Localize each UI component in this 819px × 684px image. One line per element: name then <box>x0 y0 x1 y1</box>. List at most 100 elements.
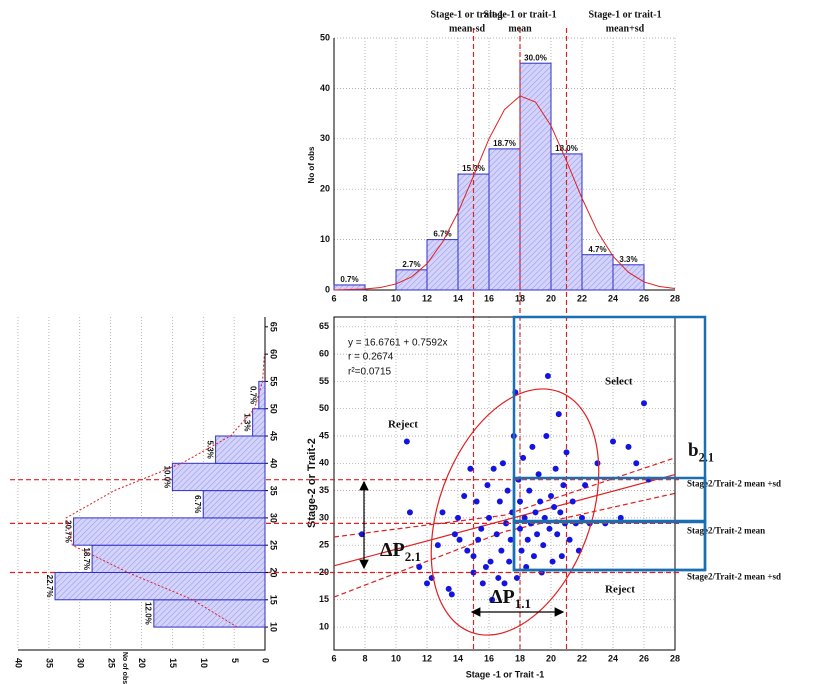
point <box>557 509 563 515</box>
x-tick-label: 20 <box>546 653 556 663</box>
bar <box>489 149 520 290</box>
point <box>478 526 484 532</box>
y-tick-label: 25 <box>269 540 279 550</box>
point <box>546 526 552 532</box>
value-label: 0.7% <box>340 275 358 284</box>
x-tick-label: 40 <box>14 658 24 668</box>
point <box>543 433 549 439</box>
point <box>553 466 559 472</box>
point <box>498 548 504 554</box>
x-tick-label: 14 <box>453 653 463 663</box>
y-tick-label: 40 <box>320 83 330 93</box>
value-label: 4.7% <box>588 245 606 254</box>
point <box>474 499 480 505</box>
point <box>461 493 467 499</box>
value-label: 20.7% <box>63 520 72 543</box>
annotation: y = 16.6761 + 0.7592x <box>348 338 448 349</box>
y-tick-label: 20 <box>320 184 330 194</box>
bar <box>520 63 551 290</box>
x-tick-label: 6 <box>331 293 336 303</box>
point <box>550 559 556 565</box>
point <box>536 471 542 477</box>
point <box>519 548 525 554</box>
point <box>559 553 565 559</box>
y-tick-label: 20 <box>319 567 329 577</box>
point <box>491 466 497 472</box>
point <box>480 580 486 586</box>
point <box>560 482 566 488</box>
y-tick-label: 40 <box>319 458 329 468</box>
reference-label: Stage-1 or trait-1 <box>588 9 661 20</box>
y-tick-label: 35 <box>319 485 329 495</box>
figure: 010203040506810121416182022242628No of o… <box>0 0 819 684</box>
delta-p11-sub: 1.1 <box>515 596 531 611</box>
point <box>488 559 494 565</box>
x-tick-label: 18 <box>515 653 525 663</box>
x-tick-label: 28 <box>670 653 680 663</box>
point <box>505 488 511 494</box>
bar <box>613 265 644 290</box>
point <box>500 460 506 466</box>
delta-p21-main: ΔP <box>380 539 405 561</box>
y-tick-label: 65 <box>319 321 329 331</box>
x-tick-label: 15 <box>168 658 178 668</box>
point <box>517 499 523 505</box>
point <box>556 411 562 417</box>
x-tick-label: 20 <box>546 293 556 303</box>
value-label: 6.7% <box>433 230 451 239</box>
point <box>446 586 452 592</box>
point <box>570 499 576 505</box>
point <box>517 526 523 532</box>
value-label: 2.7% <box>402 260 420 269</box>
point <box>416 564 422 570</box>
point <box>464 548 470 554</box>
point <box>540 542 546 548</box>
point <box>506 559 512 565</box>
point <box>449 591 455 597</box>
point <box>452 531 458 537</box>
bar <box>172 463 265 490</box>
point <box>633 460 639 466</box>
x-axis-label: No of obs <box>121 652 128 684</box>
point <box>610 438 616 444</box>
x-tick-label: 22 <box>577 293 587 303</box>
x-tick-label: 26 <box>639 653 649 663</box>
y-tick-label: 10 <box>269 622 279 632</box>
point <box>626 444 632 450</box>
y-tick-label: 40 <box>269 458 279 468</box>
x-tick-label: 24 <box>608 653 618 663</box>
point <box>484 482 490 488</box>
point <box>495 575 501 581</box>
y-tick-label: 60 <box>269 349 279 359</box>
reference-label: Stage2/Trait-2 mean <box>687 525 765 535</box>
point <box>595 460 601 466</box>
b-label-sub: 2.1 <box>699 450 714 464</box>
reference-label: Stage-1 or trait-1 <box>483 9 556 20</box>
bar <box>55 572 265 599</box>
bar <box>154 600 265 627</box>
x-tick-label: 22 <box>577 653 587 663</box>
point <box>440 509 446 515</box>
y-tick-label: 20 <box>269 567 279 577</box>
point <box>486 515 492 521</box>
bar <box>216 436 265 463</box>
delta-p21-sub: 2.1 <box>405 549 421 564</box>
delta-p21: ΔP2.1 <box>380 539 421 564</box>
x-tick-label: 28 <box>670 293 680 303</box>
annotation: r²=0.0715 <box>348 367 392 378</box>
x-tick-label: 25 <box>106 658 116 668</box>
point <box>514 575 520 581</box>
x-tick-label: 10 <box>199 658 209 668</box>
y-tick-label: 50 <box>269 404 279 414</box>
point <box>526 488 532 494</box>
point <box>424 580 430 586</box>
x-tick-label: 8 <box>362 653 367 663</box>
value-label: 3.3% <box>619 255 637 264</box>
x-tick-label: 6 <box>331 653 336 663</box>
point <box>483 564 489 570</box>
y-tick-label: 55 <box>269 376 279 386</box>
bar <box>74 518 265 545</box>
bar <box>253 409 265 436</box>
point <box>548 493 554 499</box>
